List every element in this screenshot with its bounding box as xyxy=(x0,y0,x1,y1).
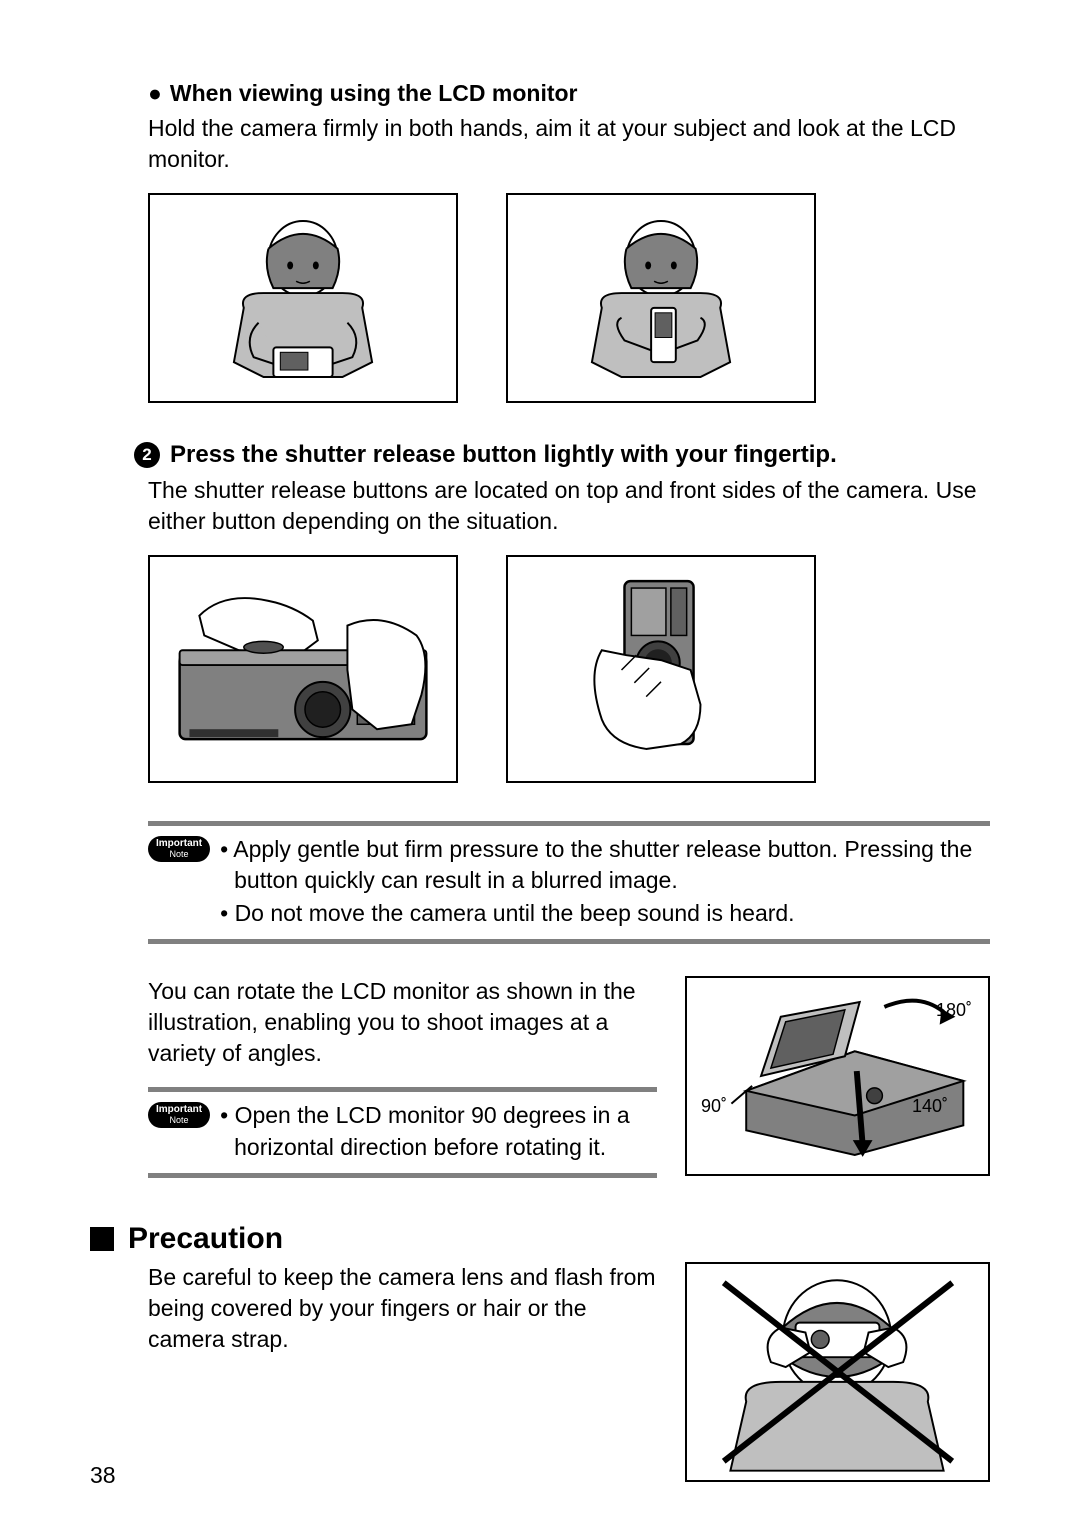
bullet-icon: ● xyxy=(148,80,162,107)
lcd-rotate-angles-illustration: 180˚ 90˚ 140˚ xyxy=(685,976,990,1176)
camera-top-shutter-illustration xyxy=(148,555,458,783)
angle-90-label: 90˚ xyxy=(701,1096,727,1117)
divider xyxy=(148,1173,657,1178)
person-holding-camera-vertical-illustration xyxy=(506,193,816,403)
note-text: Open the LCD monitor 90 degrees in a hor… xyxy=(220,1100,657,1164)
shutter-heading: 2 Press the shutter release button light… xyxy=(134,441,990,469)
square-bullet-icon xyxy=(90,1227,114,1251)
shutter-heading-text: Press the shutter release button lightly… xyxy=(170,441,837,469)
divider xyxy=(148,939,990,944)
camera-front-shutter-illustration xyxy=(506,555,816,783)
lcd-image-row xyxy=(148,193,990,403)
important-note-badge: Important Note xyxy=(148,836,210,862)
precaution-row: Be careful to keep the camera lens and f… xyxy=(90,1262,990,1482)
precaution-heading-text: Precaution xyxy=(128,1222,283,1256)
angle-140-label: 140˚ xyxy=(912,1096,948,1117)
rotate-body-text: You can rotate the LCD monitor as shown … xyxy=(148,976,657,1069)
lcd-body-text: Hold the camera firmly in both hands, ai… xyxy=(148,113,990,175)
precaution-body-text: Be careful to keep the camera lens and f… xyxy=(148,1262,657,1355)
angle-180-label: 180˚ xyxy=(936,1000,972,1021)
page-number: 38 xyxy=(90,1462,116,1489)
note1-item2: Do not move the camera until the beep so… xyxy=(220,898,990,929)
divider xyxy=(148,821,990,826)
precaution-heading: Precaution xyxy=(90,1222,990,1256)
note2-item1: Open the LCD monitor 90 degrees in a hor… xyxy=(220,1100,657,1162)
incorrect-hold-illustration xyxy=(685,1262,990,1482)
rotate-section: You can rotate the LCD monitor as shown … xyxy=(148,976,990,1185)
step-number-icon: 2 xyxy=(134,442,160,468)
important-note-badge: Important Note xyxy=(148,1102,210,1128)
lcd-heading-text: When viewing using the LCD monitor xyxy=(170,80,578,107)
badge-line2: Note xyxy=(156,1116,202,1125)
note-text: Apply gentle but firm pressure to the sh… xyxy=(220,834,990,931)
shutter-image-row xyxy=(148,555,990,783)
lcd-heading: ● When viewing using the LCD monitor xyxy=(148,80,990,107)
divider xyxy=(148,1087,657,1092)
badge-line2: Note xyxy=(156,850,202,859)
shutter-note-block: Important Note Apply gentle but firm pre… xyxy=(148,821,990,944)
person-holding-camera-horizontal-illustration xyxy=(148,193,458,403)
shutter-body-text: The shutter release buttons are located … xyxy=(148,475,990,537)
note1-item1: Apply gentle but firm pressure to the sh… xyxy=(220,834,990,896)
